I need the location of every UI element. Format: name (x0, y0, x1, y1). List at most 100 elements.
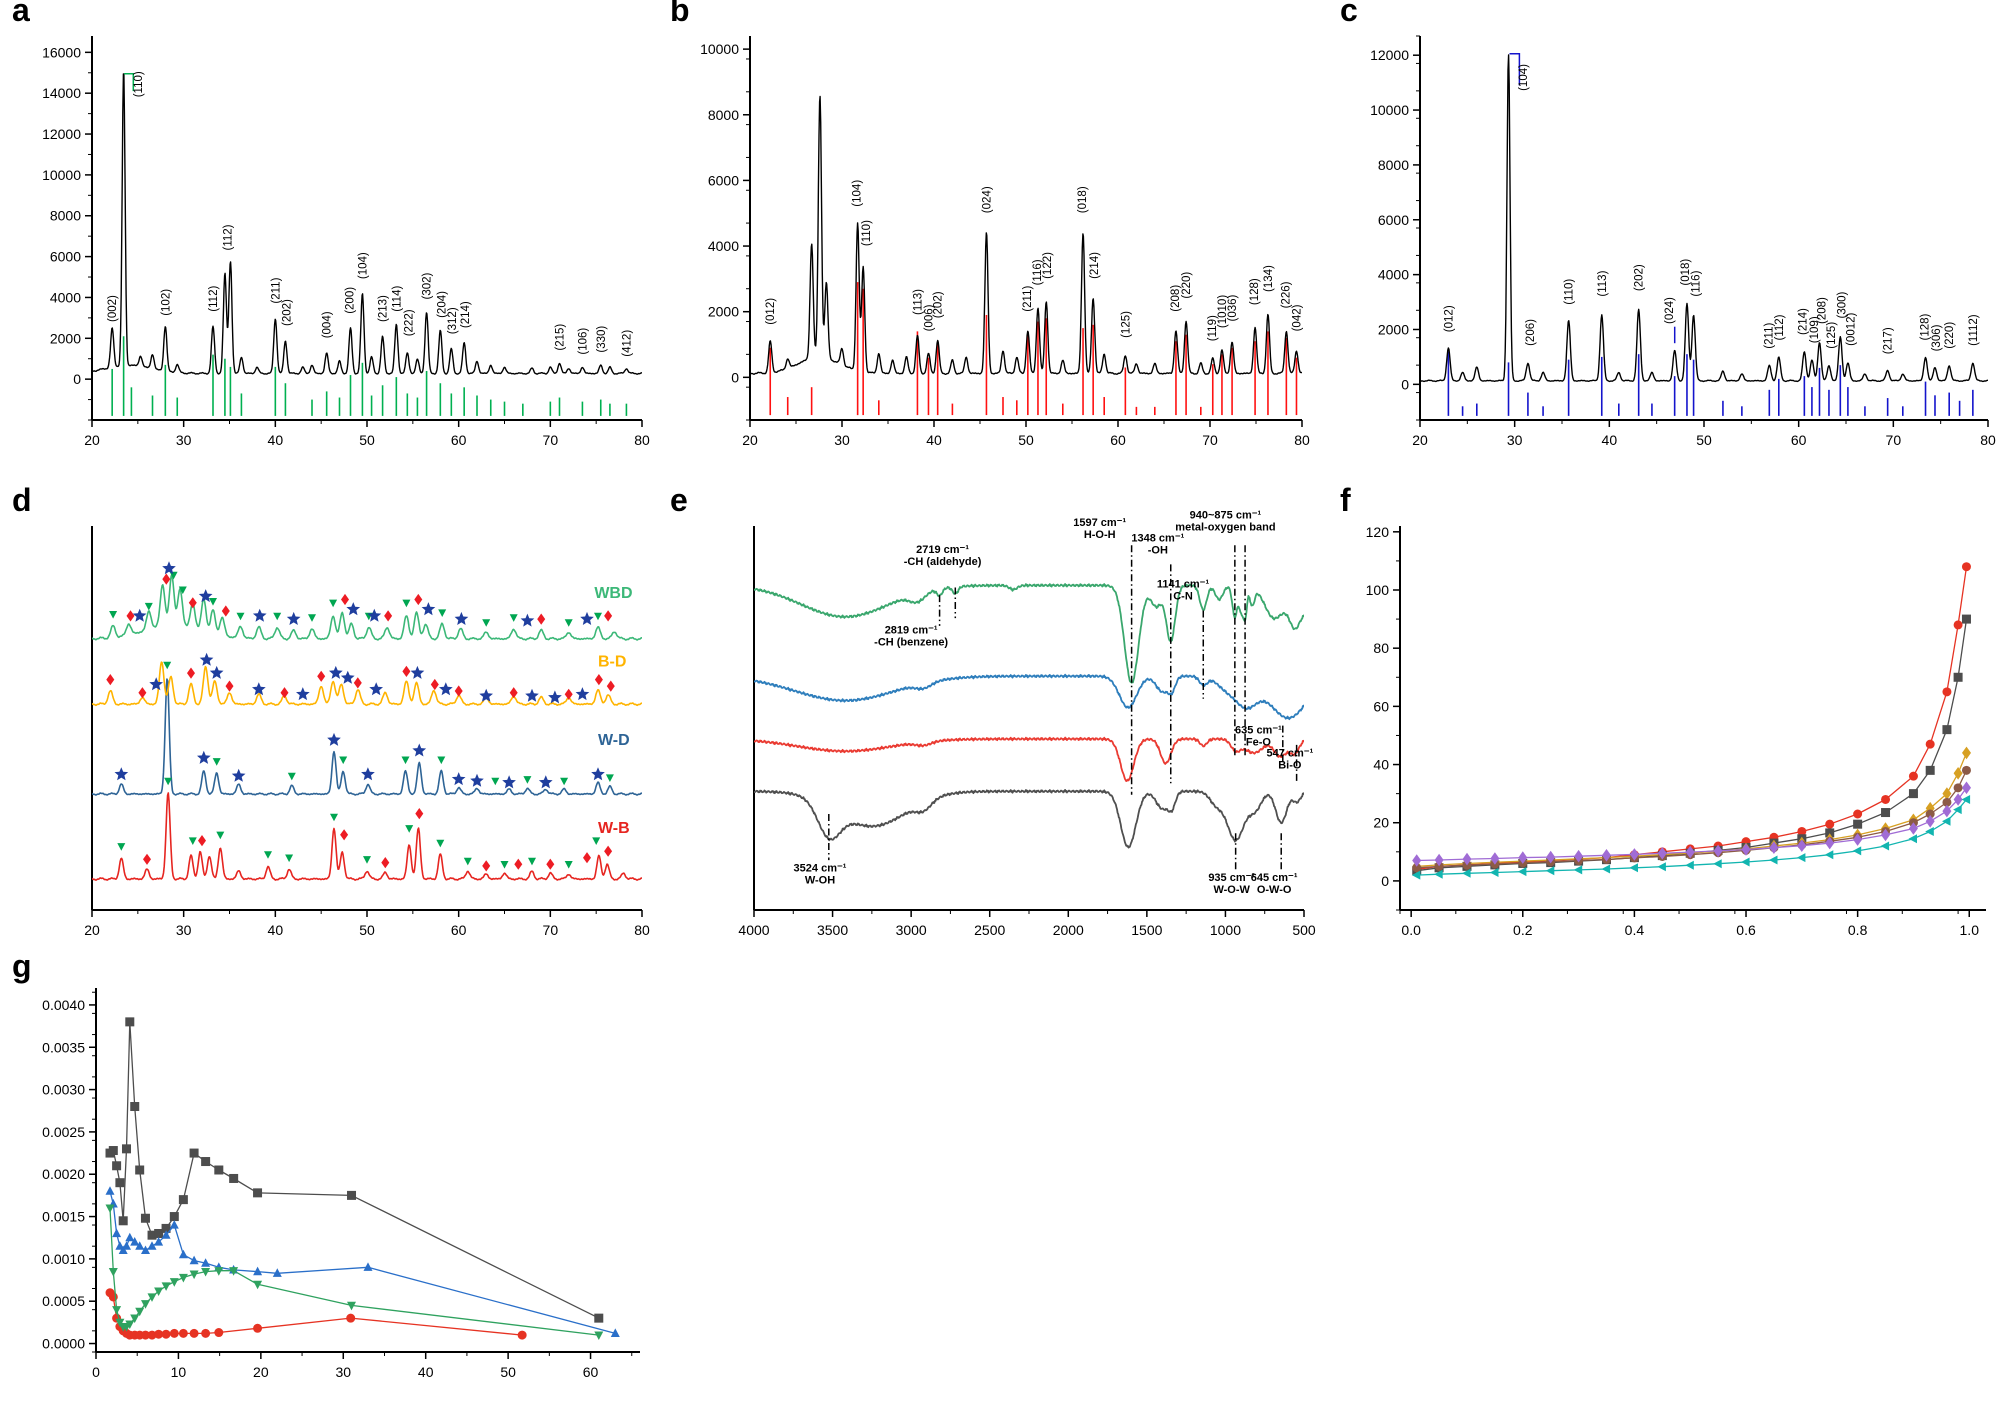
svg-text:935 cm⁻¹W-O-W: 935 cm⁻¹ W-O-W (1208, 872, 1255, 896)
svg-text:(114): (114) (391, 286, 403, 312)
svg-text:80: 80 (1980, 432, 1996, 448)
svg-text:(412): (412) (621, 330, 633, 357)
svg-text:(109): (109) (1809, 316, 1821, 343)
svg-text:40: 40 (268, 922, 284, 938)
svg-text:(226): (226) (1280, 281, 1292, 308)
svg-text:40: 40 (926, 432, 942, 448)
panel-a: 20 30 40 50 60 70 80 0 2000 4000 6000 8000 10000 1200… (8, 0, 656, 472)
svg-text:10000: 10000 (42, 167, 81, 183)
svg-text:(206): (206) (1525, 319, 1537, 346)
svg-text:1.0: 1.0 (1960, 922, 1980, 938)
svg-text:(128): (128) (1920, 313, 1932, 340)
panel-f-letter: f (1340, 482, 1351, 518)
panel-d-letter: d (12, 482, 32, 518)
svg-text:(220): (220) (1181, 272, 1193, 299)
svg-text:(110): (110) (1564, 279, 1576, 305)
svg-text:100: 100 (1366, 582, 1390, 598)
svg-text:14000: 14000 (42, 85, 81, 101)
svg-text:70: 70 (1886, 432, 1902, 448)
svg-text:(302): (302) (422, 272, 434, 299)
svg-text:(110): (110) (133, 71, 145, 97)
svg-text:4000: 4000 (50, 289, 81, 305)
svg-text:(012): (012) (1443, 305, 1455, 332)
svg-text:(204): (204) (436, 291, 448, 318)
svg-text:0.2: 0.2 (1513, 922, 1533, 938)
svg-text:0.6: 0.6 (1736, 922, 1756, 938)
svg-text:(208): (208) (1170, 285, 1182, 312)
svg-text:2819 cm⁻¹-CH (benzene): 2819 cm⁻¹ -CH (benzene) (874, 625, 948, 649)
svg-text:10: 10 (171, 1364, 187, 1380)
panel-f: 0.0 0.2 0.4 0.6 0.8 1.0 0 20 40 60 80 100 120 f (1336, 482, 2004, 962)
svg-text:(112): (112) (208, 286, 220, 312)
svg-text:(312): (312) (447, 307, 459, 334)
panel-e-letter: e (670, 482, 688, 518)
svg-text:(213): (213) (378, 295, 390, 322)
svg-text:0: 0 (1381, 873, 1389, 889)
svg-text:(122): (122) (1042, 252, 1054, 279)
svg-text:10000: 10000 (700, 41, 739, 57)
svg-text:30: 30 (834, 432, 850, 448)
svg-text:1500: 1500 (1131, 922, 1162, 938)
svg-text:0.0010: 0.0010 (42, 1251, 85, 1267)
svg-text:(042): (042) (1292, 304, 1304, 331)
svg-text:(211): (211) (1763, 323, 1775, 349)
svg-text:(211): (211) (270, 277, 282, 303)
svg-text:40: 40 (268, 432, 284, 448)
svg-text:40: 40 (1373, 757, 1389, 773)
svg-text:120: 120 (1366, 524, 1390, 540)
svg-text:0.4: 0.4 (1625, 922, 1645, 938)
svg-text:635 cm⁻¹Fe-O: 635 cm⁻¹ Fe-O (1235, 724, 1282, 748)
svg-text:0.0005: 0.0005 (42, 1293, 85, 1309)
svg-text:(024): (024) (1664, 297, 1676, 324)
svg-text:(1112): (1112) (1968, 314, 1980, 346)
svg-text:0.0040: 0.0040 (42, 997, 85, 1013)
svg-text:80: 80 (1373, 640, 1389, 656)
svg-text:(215): (215) (555, 324, 567, 351)
svg-text:(102): (102) (160, 289, 172, 316)
svg-text:(214): (214) (1798, 308, 1810, 335)
svg-text:(128): (128) (1249, 278, 1261, 305)
ftir-plot-e: 4000 3500 3000 2500 2000 1500 1000 500 2719 cm⁻¹… (666, 492, 1316, 962)
svg-text:70: 70 (543, 922, 559, 938)
svg-text:W-D: W-D (598, 732, 630, 749)
svg-text:0: 0 (1401, 376, 1409, 392)
svg-text:20: 20 (742, 432, 758, 448)
svg-text:6000: 6000 (1378, 212, 1409, 228)
svg-text:0: 0 (73, 371, 81, 387)
svg-text:20: 20 (1373, 815, 1389, 831)
svg-text:6000: 6000 (50, 249, 81, 265)
svg-text:(119): (119) (1207, 315, 1219, 341)
svg-text:1141 cm⁻¹C-N: 1141 cm⁻¹ C-N (1157, 578, 1210, 602)
svg-text:3500: 3500 (817, 922, 848, 938)
svg-text:(018): (018) (1680, 259, 1692, 286)
svg-text:(1010): (1010) (1217, 295, 1229, 328)
svg-text:(202): (202) (933, 291, 945, 318)
svg-text:(202): (202) (281, 299, 293, 326)
svg-text:4000: 4000 (738, 922, 769, 938)
svg-text:30: 30 (176, 922, 192, 938)
svg-text:80: 80 (1294, 432, 1310, 448)
svg-text:1348 cm⁻¹-OH: 1348 cm⁻¹ -OH (1131, 532, 1184, 556)
svg-text:(125): (125) (1826, 322, 1838, 349)
svg-text:(036): (036) (1227, 294, 1239, 321)
panel-a-letter: a (12, 0, 30, 28)
svg-text:12000: 12000 (1370, 47, 1409, 63)
svg-text:(004): (004) (322, 311, 334, 338)
svg-text:8000: 8000 (1378, 157, 1409, 173)
svg-text:60: 60 (1373, 698, 1389, 714)
svg-text:40: 40 (1602, 432, 1618, 448)
svg-text:80: 80 (634, 922, 650, 938)
svg-text:3000: 3000 (896, 922, 927, 938)
panel-e: 4000 3500 3000 2500 2000 1500 1000 500 2719 cm⁻¹… (666, 482, 1316, 962)
svg-text:0.0000: 0.0000 (42, 1336, 85, 1352)
svg-text:40: 40 (418, 1364, 434, 1380)
svg-text:(200): (200) (345, 287, 357, 314)
svg-text:(024): (024) (981, 186, 993, 213)
pore-plot-g: 0 10 20 30 40 50 60 0.0000 0.0005 0.0010 0.0015 0.0… (8, 958, 656, 1404)
svg-text:645 cm⁻¹O-W-O: 645 cm⁻¹ O-W-O (1251, 872, 1298, 896)
svg-text:(211): (211) (1022, 286, 1034, 312)
svg-text:50: 50 (500, 1364, 516, 1380)
svg-text:0.0030: 0.0030 (42, 1082, 85, 1098)
isotherm-plot-f: 0.0 0.2 0.4 0.6 0.8 1.0 0 20 40 60 80 100 120 (1336, 492, 2004, 962)
svg-text:(112): (112) (223, 224, 235, 250)
